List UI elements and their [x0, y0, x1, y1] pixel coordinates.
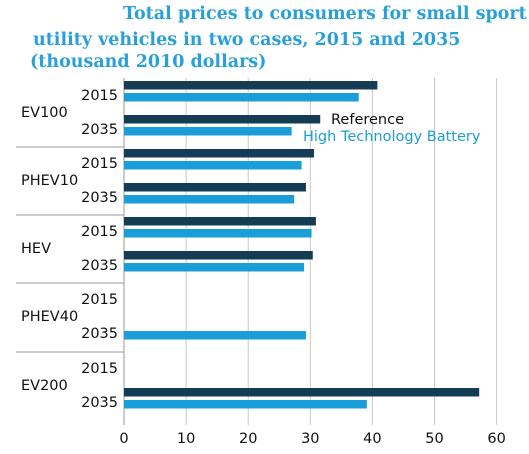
- year-label: 2035: [81, 326, 118, 342]
- bar-phev10-2035-high-tech-battery: [124, 195, 295, 204]
- x-tick-label: 20: [239, 431, 257, 447]
- bar-hev-2035-high-tech-battery: [124, 263, 305, 272]
- chart-title-line: utility vehicles in two cases, 2015 and …: [33, 30, 460, 50]
- year-label: 2015: [81, 361, 118, 377]
- year-label: 2035: [81, 258, 118, 274]
- legend-entry: High Technology Battery: [303, 129, 481, 145]
- y-axis-labels: EV10020152035PHEV1020152035HEV20152035PH…: [16, 88, 124, 411]
- x-tick-label: 0: [119, 431, 128, 447]
- bar-ev200-2035-high-tech-battery: [124, 400, 367, 409]
- x-tick-label: 30: [301, 431, 319, 447]
- bar-ev100-2035-reference: [124, 115, 321, 124]
- bar-hev-2015-reference: [124, 217, 316, 226]
- year-label: 2015: [81, 88, 118, 104]
- bar-ev100-2015-reference: [124, 81, 378, 90]
- bar-hev-2035-reference: [124, 251, 313, 260]
- bars: [124, 81, 480, 409]
- x-tick-label: 40: [363, 431, 381, 447]
- chart-title-line: (thousand 2010 dollars): [30, 52, 266, 72]
- bar-hev-2015-high-tech-battery: [124, 229, 312, 238]
- bar-phev40-2035-high-tech-battery: [124, 331, 306, 340]
- year-label: 2035: [81, 395, 118, 411]
- x-axis-ticks: 0 10 20 30 40 50 60: [119, 431, 505, 447]
- year-label: 2035: [81, 190, 118, 206]
- category-label: PHEV40: [21, 309, 78, 325]
- category-label: PHEV10: [21, 173, 78, 189]
- bar-phev10-2015-reference: [124, 149, 315, 158]
- category-label: EV200: [21, 378, 68, 394]
- year-label: 2015: [81, 224, 118, 240]
- bar-ev100-2015-high-tech-battery: [124, 93, 359, 102]
- bar-ev200-2035-reference: [124, 388, 480, 397]
- x-tick-label: 10: [177, 431, 195, 447]
- legend-entry: Reference: [331, 112, 404, 128]
- chart-title-line: Total prices to consumers for small spor…: [123, 4, 527, 24]
- year-label: 2015: [81, 156, 118, 172]
- bar-ev100-2035-high-tech-battery: [124, 127, 292, 136]
- bar-phev10-2035-reference: [124, 183, 306, 192]
- chart-title: Total prices to consumers for small spor…: [30, 4, 527, 72]
- x-tick-label: 50: [425, 431, 443, 447]
- year-label: 2035: [81, 122, 118, 138]
- year-label: 2015: [81, 292, 118, 308]
- x-tick-label: 60: [487, 431, 505, 447]
- category-label: HEV: [21, 241, 51, 257]
- bar-phev10-2015-high-tech-battery: [124, 161, 302, 170]
- category-label: EV100: [21, 105, 68, 121]
